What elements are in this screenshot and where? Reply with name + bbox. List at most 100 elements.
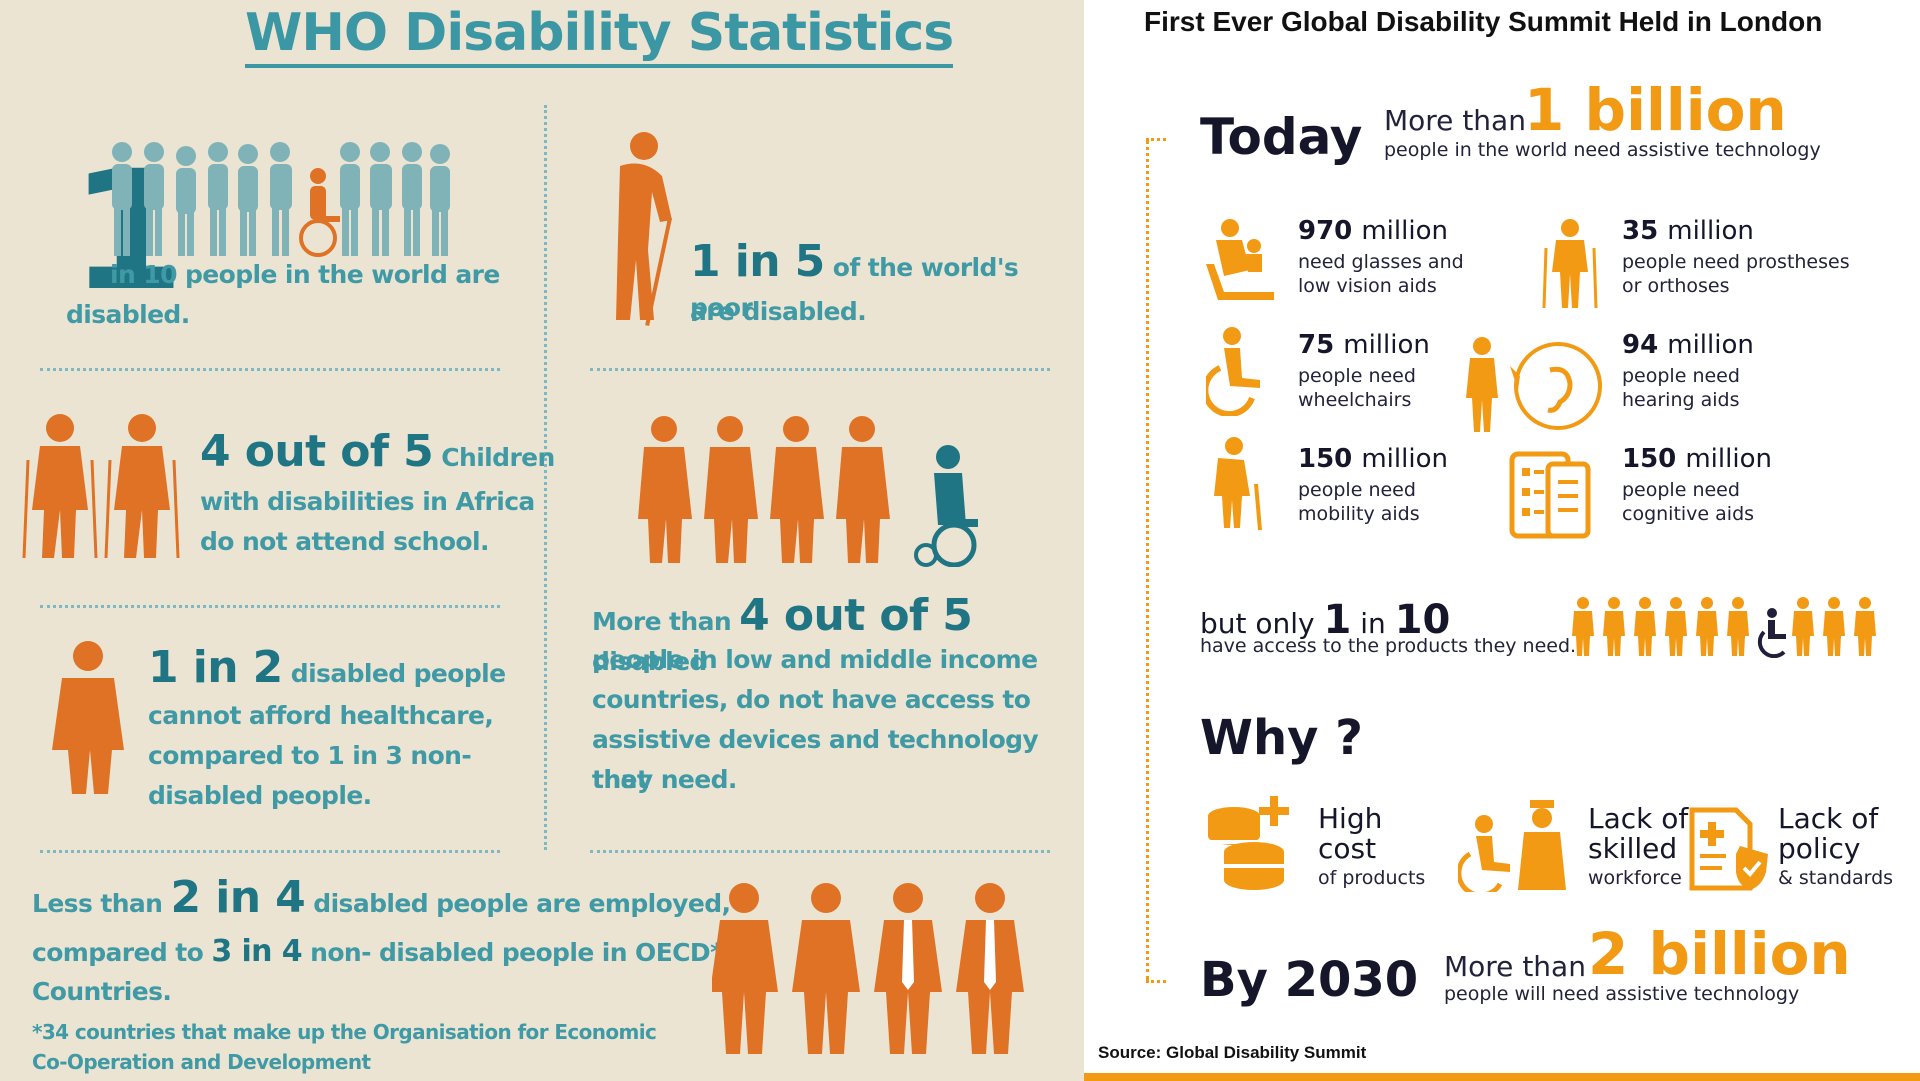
stat6-number2: 3 in 4 xyxy=(211,934,303,969)
item-text: people need xyxy=(1622,479,1740,501)
stat5-text: compared to 1 in 3 non- xyxy=(148,741,472,770)
access-number: 1 xyxy=(1323,597,1352,643)
item-unit: million xyxy=(1361,444,1448,474)
stat4-text: they need. xyxy=(592,765,737,794)
stat2-number: 1 in 5 xyxy=(690,236,825,287)
wheelchair-icon xyxy=(1206,327,1260,416)
summit-infographic: First Ever Global Disability Summit Held… xyxy=(1084,0,1920,1081)
reason-text: Lack of xyxy=(1778,802,1879,835)
divider xyxy=(40,368,500,371)
wheelchair-nurse-icon xyxy=(1458,800,1566,892)
stat1-text: disabled. xyxy=(66,300,190,329)
people-row-icon xyxy=(1572,597,1876,658)
summit-title: First Ever Global Disability Summit Held… xyxy=(1144,6,1823,37)
stat4-prefix: More than xyxy=(592,607,732,636)
stat4-text: assistive devices and technology that xyxy=(592,725,1039,794)
stat5-text: disabled people. xyxy=(148,781,372,810)
item-text: people need xyxy=(1622,365,1740,387)
stat5-text: cannot afford healthcare, xyxy=(148,701,494,730)
access-mid: in xyxy=(1360,607,1386,640)
access-sub: have access to the products they need. xyxy=(1200,635,1577,657)
divider xyxy=(590,850,1050,853)
by2030-prefix: More than xyxy=(1444,950,1586,983)
stat2-text: of the world's poor xyxy=(690,253,1019,322)
item-text: people need prostheses xyxy=(1622,251,1850,273)
stat1-text: in 10 people in the world are xyxy=(110,260,500,289)
item-text: low vision aids xyxy=(1298,275,1437,297)
today-prefix: More than xyxy=(1384,104,1526,137)
stat6-text: Countries. xyxy=(32,977,172,1006)
reason-text: cost xyxy=(1318,832,1377,865)
stat6-text: disabled people are employed, xyxy=(313,889,731,918)
reason-text: Lack of xyxy=(1588,802,1689,835)
today-number: 1 billion xyxy=(1524,76,1787,144)
stat4-text: countries, do not have access to xyxy=(592,685,1031,714)
mother-child-icon xyxy=(1206,219,1274,300)
item-number: 150 xyxy=(1298,444,1353,474)
reason-sub: & standards xyxy=(1778,867,1894,889)
item-text: cognitive aids xyxy=(1622,503,1755,525)
by2030-sub: people will need assistive technology xyxy=(1444,983,1800,1005)
why-label: Why ? xyxy=(1200,710,1363,766)
item-unit: million xyxy=(1685,444,1772,474)
bottom-bar xyxy=(1084,1073,1920,1081)
item-text: wheelchairs xyxy=(1298,389,1412,411)
stat6-prefix: Less than xyxy=(32,889,163,918)
who-title: WHO Disability Statistics xyxy=(245,2,954,68)
stat3-text: with disabilities in Africa xyxy=(200,487,535,516)
stat6-text: non- disabled people in OECD* xyxy=(310,938,723,967)
stat5-number: 1 in 2 xyxy=(148,642,283,693)
item-text: or orthoses xyxy=(1622,275,1730,297)
item-text: hearing aids xyxy=(1622,389,1740,411)
item-number: 35 xyxy=(1622,216,1659,246)
stat3-number: 4 out of 5 xyxy=(200,426,434,477)
today-label: Today xyxy=(1200,108,1363,166)
stat3-text: Children xyxy=(441,443,555,472)
item-unit: million xyxy=(1667,216,1754,246)
access-prefix: but only xyxy=(1200,607,1315,640)
item-number: 75 xyxy=(1298,330,1335,360)
document-shield-icon xyxy=(1689,807,1768,891)
elderly-cane-icon xyxy=(616,132,672,327)
today-sub: people in the world need assistive techn… xyxy=(1384,139,1821,161)
by2030-label: By 2030 xyxy=(1200,952,1419,1008)
footnote: Co-Operation and Development xyxy=(32,1050,371,1074)
item-unit: million xyxy=(1343,330,1430,360)
children-crutches-icon xyxy=(22,414,180,559)
reason-text: policy xyxy=(1778,832,1861,865)
divider xyxy=(40,850,500,853)
item-unit: million xyxy=(1361,216,1448,246)
people-group-icon xyxy=(638,416,978,567)
item-number: 970 xyxy=(1298,216,1353,246)
tablet-checklist-icon xyxy=(1509,451,1591,539)
reason-sub: of products xyxy=(1318,867,1426,889)
stat4-text: people in low and middle income xyxy=(592,645,1038,674)
item-text: people need xyxy=(1298,365,1416,387)
divider-vertical xyxy=(544,105,547,850)
reason-text: High xyxy=(1318,802,1383,835)
stat2-text: are disabled. xyxy=(690,297,867,326)
reason-text: skilled xyxy=(1588,832,1678,865)
who-infographic: WHO Disability Statistics 1 in 10 people… xyxy=(0,0,1084,1081)
access-number: 10 xyxy=(1394,597,1451,643)
workers-icon xyxy=(712,883,1024,1054)
stat5-text: disabled people xyxy=(290,659,506,688)
stat4-number: 4 out of 5 xyxy=(739,590,973,641)
item-text: mobility aids xyxy=(1298,503,1420,525)
item-number: 150 xyxy=(1622,444,1677,474)
prosthesis-icon xyxy=(1542,219,1598,309)
hearing-icon xyxy=(1466,337,1602,432)
coins-plus-icon xyxy=(1208,796,1289,890)
people-row-icon: 1 xyxy=(70,140,450,290)
by2030-number: 2 billion xyxy=(1588,920,1851,988)
stat6-number: 2 in 4 xyxy=(170,872,306,923)
item-text: need glasses and xyxy=(1298,251,1464,273)
item-unit: million xyxy=(1667,330,1754,360)
divider xyxy=(40,605,500,608)
timeline-line xyxy=(1146,140,1149,980)
person-icon xyxy=(52,641,124,794)
source-note: Source: Global Disability Summit xyxy=(1098,1043,1367,1062)
stat4-text: disabled xyxy=(592,647,707,676)
reason-sub: workforce xyxy=(1588,867,1682,889)
item-number: 94 xyxy=(1622,330,1659,360)
